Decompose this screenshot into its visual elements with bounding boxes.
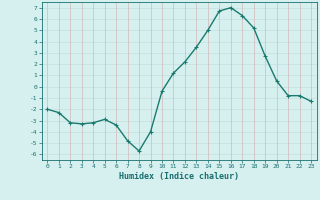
X-axis label: Humidex (Indice chaleur): Humidex (Indice chaleur) — [119, 172, 239, 181]
